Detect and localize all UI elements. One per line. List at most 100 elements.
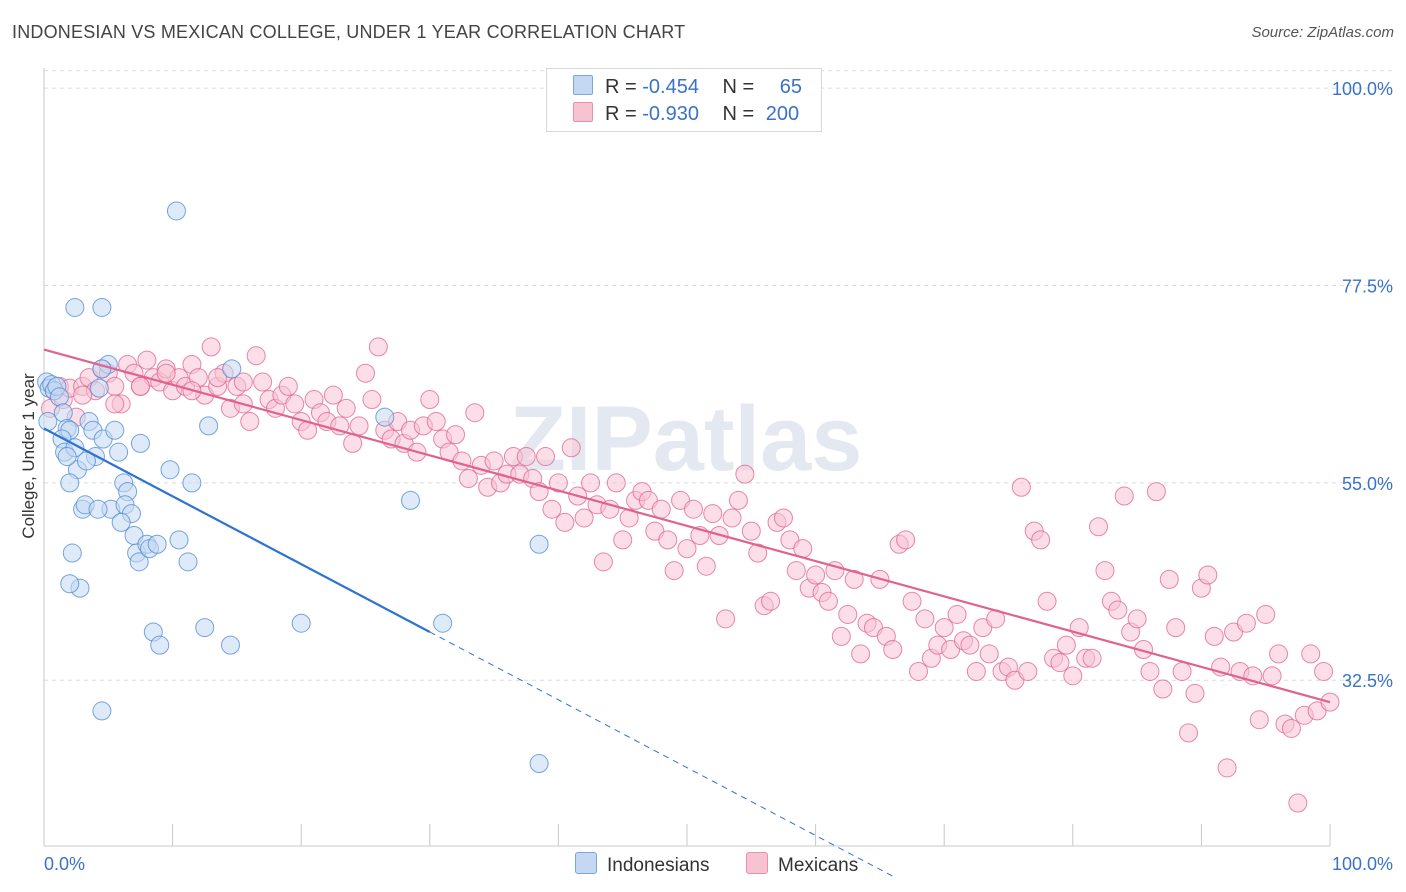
mexican-point: [542, 499, 562, 519]
mexican-point: [1166, 618, 1186, 638]
mexican-point: [908, 661, 928, 681]
mexican-point: [368, 337, 388, 357]
data-points: [37, 201, 1340, 813]
r-label: R =: [605, 103, 637, 125]
mexican-point: [1301, 644, 1321, 664]
mexican-point: [748, 543, 768, 563]
indonesian-point: [166, 201, 186, 221]
y-tick-label: 100.0%: [1332, 79, 1393, 99]
mexican-point: [446, 425, 466, 445]
mexican-point: [484, 451, 504, 471]
mexican-point: [1063, 666, 1083, 686]
mexican-point: [722, 508, 742, 528]
mexican-point: [696, 556, 716, 576]
indonesians-legend-swatch: [575, 852, 597, 874]
mexican-point: [349, 416, 369, 436]
mexican-point: [156, 363, 176, 383]
mexican-point: [651, 499, 671, 519]
mexican-point: [966, 661, 986, 681]
mexican-point: [786, 561, 806, 581]
n-label: N =: [722, 103, 755, 125]
mexican-point: [246, 346, 266, 366]
mexican-trend-line: [43, 348, 1331, 704]
indonesian-point: [529, 534, 549, 554]
indonesian-point: [62, 543, 82, 563]
mexican-point: [915, 609, 935, 629]
mexican-point: [1037, 591, 1057, 611]
indonesian-point: [147, 534, 167, 554]
mexican-point: [761, 591, 781, 611]
mexican-point: [1249, 710, 1269, 730]
mexican-point: [1262, 666, 1282, 686]
stats-legend: R = -0.454 N = 65 R = -0.930 N = 200: [546, 68, 822, 132]
mexicans-legend-swatch: [746, 852, 768, 874]
mexican-point: [1314, 661, 1334, 681]
indonesian-point: [89, 378, 109, 398]
chart-source: Source: ZipAtlas.com: [1251, 24, 1394, 41]
indonesian-point: [109, 442, 129, 462]
mexican-point: [934, 618, 954, 638]
mexican-point: [979, 644, 999, 664]
indonesian-point: [130, 433, 150, 453]
mexican-point: [536, 447, 556, 467]
mexican-point: [362, 390, 382, 410]
mexican-point: [1185, 683, 1205, 703]
indonesian-point: [65, 297, 85, 317]
indonesian-point: [182, 473, 202, 493]
mexican-point: [1256, 604, 1276, 624]
mexican-point: [851, 644, 871, 664]
indonesian-point: [160, 460, 180, 480]
x-tick-label: 0.0%: [44, 854, 85, 874]
mexican-point: [1236, 613, 1256, 633]
r-value: -0.454: [642, 76, 699, 98]
mexican-point: [1172, 661, 1192, 681]
mexican-point: [458, 468, 478, 488]
legend-item-indonesians: Indonesians: [575, 852, 709, 877]
mexican-point: [420, 390, 440, 410]
mexican-point: [105, 394, 125, 414]
indonesian-point: [169, 530, 189, 550]
mexican-point: [716, 609, 736, 629]
indonesian-point: [60, 574, 80, 594]
mexican-point: [1179, 723, 1199, 743]
mexican-point: [1269, 644, 1289, 664]
mexican-point: [741, 521, 761, 541]
indonesian-point: [199, 416, 219, 436]
mexican-point: [831, 626, 851, 646]
mexican-point: [285, 394, 305, 414]
n-label: N =: [722, 76, 755, 98]
y-tick-label: 32.5%: [1342, 671, 1393, 691]
indonesian-point: [291, 613, 311, 633]
trend-lines: [43, 348, 1331, 877]
indonesian-point: [88, 499, 108, 519]
mexican-point: [664, 561, 684, 581]
mexican-point: [73, 385, 93, 405]
mexican-point: [1217, 758, 1237, 778]
indonesian-point: [92, 359, 112, 379]
chart-title: INDONESIAN VS MEXICAN COLLEGE, UNDER 1 Y…: [12, 22, 686, 42]
indonesian-trend-extension: [429, 631, 893, 877]
mexican-point: [883, 640, 903, 660]
mexican-point: [555, 512, 575, 532]
mexican-point: [1050, 653, 1070, 673]
indonesian-point: [49, 387, 69, 407]
mexican-point: [683, 499, 703, 519]
mexican-point: [452, 451, 472, 471]
mexican-point: [844, 569, 864, 589]
mexican-point: [1018, 661, 1038, 681]
indonesian-point: [529, 754, 549, 774]
mexican-point: [516, 447, 536, 467]
mexicans-swatch: [573, 102, 593, 122]
axes: [43, 68, 1331, 847]
mexican-point: [613, 530, 633, 550]
mexican-point: [1056, 635, 1076, 655]
mexican-point: [1011, 477, 1031, 497]
mexican-point: [838, 604, 858, 624]
indonesian-point: [220, 635, 240, 655]
mexican-point: [1198, 565, 1218, 585]
mexican-point: [1089, 517, 1109, 537]
indonesian-point: [111, 512, 131, 532]
legend-label: Mexicans: [778, 855, 859, 876]
indonesian-point: [150, 635, 170, 655]
